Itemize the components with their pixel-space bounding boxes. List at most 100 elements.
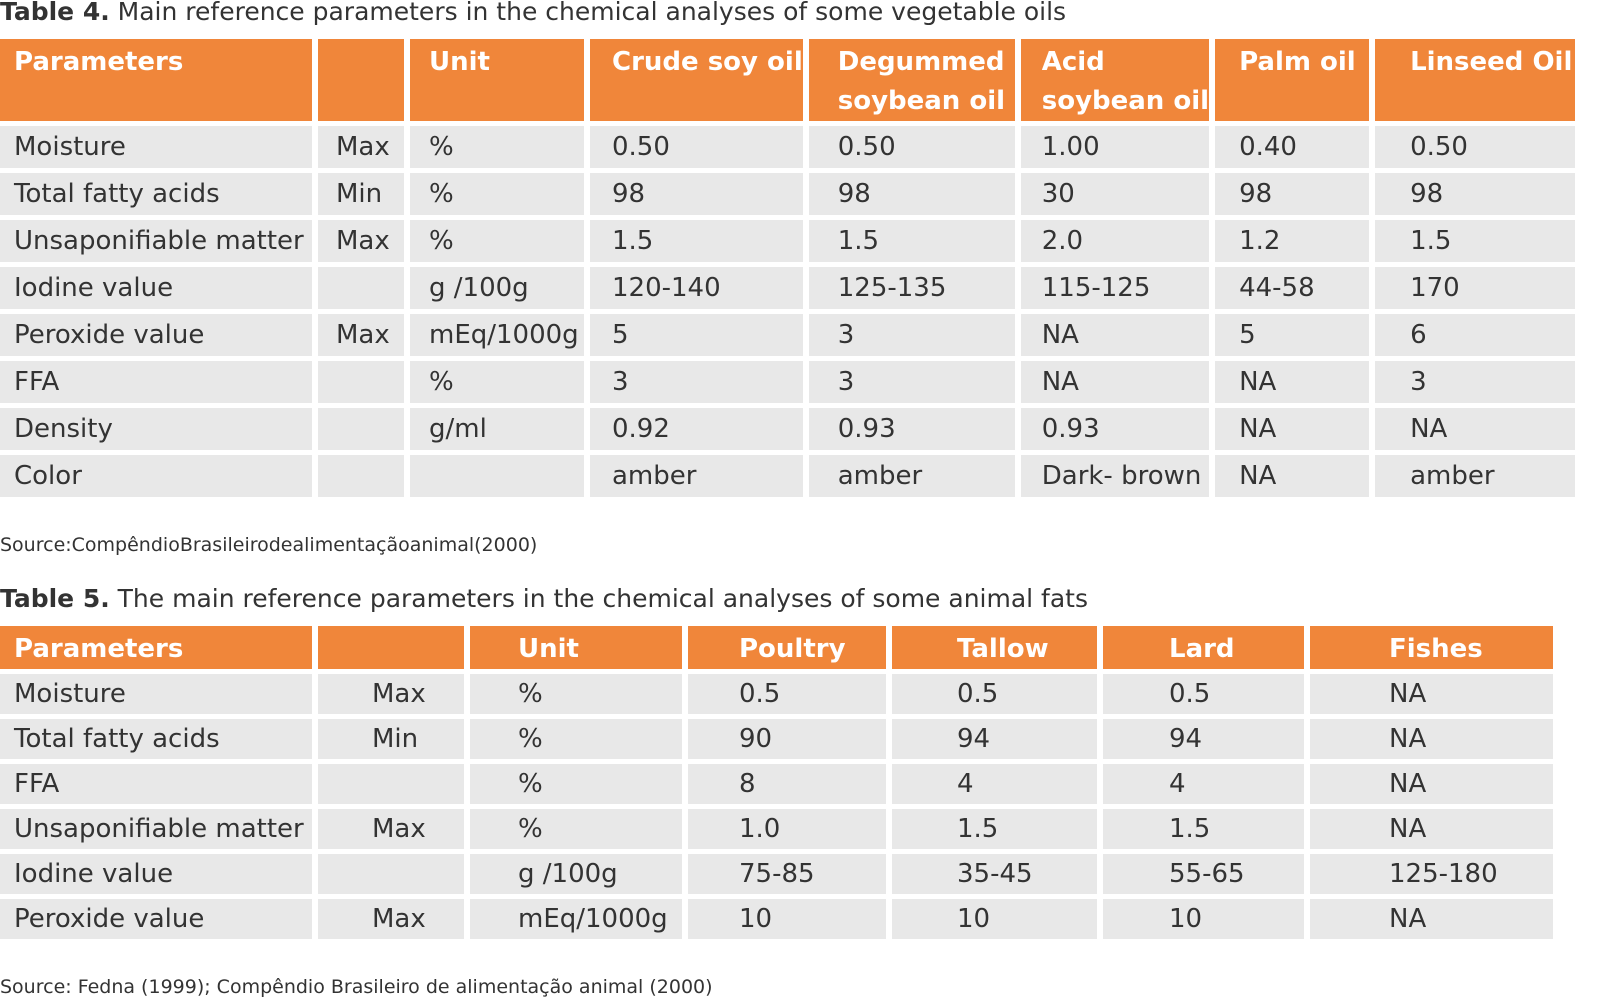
- table5-cell: 125-180: [1310, 854, 1553, 894]
- table4: Parameters Unit Crude soy oil Degummed soyb…: [0, 34, 1581, 502]
- table4-cell: 3: [808, 314, 1015, 356]
- table5-cell: 10: [1103, 899, 1304, 939]
- table4-cell: 98: [1215, 173, 1370, 215]
- table5-row: Total fatty acids Min% 90 94 94 NA: [0, 719, 1553, 759]
- table5-header-cell: [318, 626, 464, 669]
- table4-cell: 1.5: [590, 220, 803, 262]
- table4-cell: [318, 267, 404, 309]
- table4-cell: 170: [1375, 267, 1576, 309]
- table5-cell: Min: [318, 719, 464, 759]
- table4-cell: [318, 408, 404, 450]
- table5-cell: 94: [892, 719, 1097, 759]
- table5-cell: 90: [688, 719, 886, 759]
- table4-source: Source:CompêndioBrasileirodealimentaçãoa…: [0, 534, 538, 556]
- table5-cell: 1.5: [1103, 809, 1304, 849]
- table4-cell: Unsaponifiable matter: [0, 220, 312, 262]
- table4-cell: %: [410, 126, 584, 168]
- table5-cell: 0.5: [892, 674, 1097, 714]
- table5-cell: 0.5: [1103, 674, 1304, 714]
- table4-row: Unsaponifiable matter Max% 1.5 1.5 2.0 1.2 1.5: [0, 220, 1576, 262]
- table5-header-cell: Fishes: [1310, 626, 1553, 669]
- table4-cell: Max: [318, 314, 404, 356]
- table4-cell: 1.2: [1215, 220, 1370, 262]
- table5-cell: Max: [318, 899, 464, 939]
- table5-cell: %: [470, 719, 682, 759]
- table5-cell: %: [470, 809, 682, 849]
- table4-header-cell: Palm oil: [1215, 39, 1370, 121]
- table4-cell: 125-135: [808, 267, 1015, 309]
- table5-cell: 4: [892, 764, 1097, 804]
- table4-cell: 2.0: [1020, 220, 1210, 262]
- table5-header-cell: Unit: [470, 626, 682, 669]
- table4-header-row: Parameters Unit Crude soy oil Degummed soyb…: [0, 39, 1576, 121]
- table4-cell: amber: [590, 455, 803, 497]
- table4-header-cell: Parameters: [0, 39, 312, 121]
- table5-header-cell: Lard: [1103, 626, 1304, 669]
- table5-caption-label: Table 5.: [0, 584, 110, 613]
- table4-cell: 30: [1020, 173, 1210, 215]
- table5-header-cell: Tallow: [892, 626, 1097, 669]
- table4-cell: Max: [318, 126, 404, 168]
- table4-cell: Color: [0, 455, 312, 497]
- table5-cell: %: [470, 674, 682, 714]
- table4-cell: 0.93: [808, 408, 1015, 450]
- table5-cell: 0.5: [688, 674, 886, 714]
- table4-cell: 0.50: [590, 126, 803, 168]
- table5-cell: 94: [1103, 719, 1304, 759]
- table4-row: Moisture Max% 0.50 0.50 1.00 0.40 0.50: [0, 126, 1576, 168]
- table5-cell: NA: [1310, 764, 1553, 804]
- table4-cell: [318, 361, 404, 403]
- table5-caption: Table 5. The main reference parameters i…: [0, 584, 1088, 614]
- table4-cell: 120-140: [590, 267, 803, 309]
- table4-row: Peroxide value Max mEq/1000g 5 3 NA 5 6: [0, 314, 1576, 356]
- table4-row: FFA% 3 3 NA NA 3: [0, 361, 1576, 403]
- table5-header-cell: Parameters: [0, 626, 312, 669]
- table4-cell: Dark- brown: [1020, 455, 1210, 497]
- table5-cell: 10: [892, 899, 1097, 939]
- table4-cell: Iodine value: [0, 267, 312, 309]
- table5-cell: Max: [318, 674, 464, 714]
- table4-cell: %: [410, 173, 584, 215]
- table5-cell: 1.0: [688, 809, 886, 849]
- table4-cell: mEq/1000g: [410, 314, 584, 356]
- table4-cell: amber: [808, 455, 1015, 497]
- table4-cell: [318, 455, 404, 497]
- table4-cell: 44-58: [1215, 267, 1370, 309]
- table4-cell: NA: [1215, 408, 1370, 450]
- table4-cell: g/ml: [410, 408, 584, 450]
- table4-cell: 0.93: [1020, 408, 1210, 450]
- table5-cell: %: [470, 764, 682, 804]
- table4-cell: NA: [1215, 455, 1370, 497]
- table4-cell: %: [410, 220, 584, 262]
- table5-cell: [318, 854, 464, 894]
- table5-cell: Unsaponifiable matter: [0, 809, 312, 849]
- table5-caption-text: The main reference parameters in the che…: [109, 584, 1089, 613]
- table5-cell: g /100g: [470, 854, 682, 894]
- table4-header-cell: Linseed Oil: [1375, 39, 1576, 121]
- table4-cell: Peroxide value: [0, 314, 312, 356]
- table5-row: FFA% 8 4 4 NA: [0, 764, 1553, 804]
- table4-cell: [410, 455, 584, 497]
- table4-cell: 3: [590, 361, 803, 403]
- table4-cell: g /100g: [410, 267, 584, 309]
- table4-header-cell: [318, 39, 404, 121]
- table5-cell: NA: [1310, 674, 1553, 714]
- table4-cell: 1.5: [1375, 220, 1576, 262]
- table5-cell: 55-65: [1103, 854, 1304, 894]
- table4-cell: FFA: [0, 361, 312, 403]
- table5-cell: NA: [1310, 809, 1553, 849]
- table4-cell: 5: [590, 314, 803, 356]
- table5-cell: 10: [688, 899, 886, 939]
- table4-cell: %: [410, 361, 584, 403]
- table5-cell: NA: [1310, 899, 1553, 939]
- table4-cell: 1.5: [808, 220, 1015, 262]
- table5-cell: Peroxide value: [0, 899, 312, 939]
- table4-cell: 0.92: [590, 408, 803, 450]
- table4-cell: 0.50: [1375, 126, 1576, 168]
- table5-source: Source: Fedna (1999); Compêndio Brasilei…: [0, 976, 713, 998]
- table5-row: Unsaponifiable matter Max% 1.0 1.5 1.5 NA: [0, 809, 1553, 849]
- table4-caption-text: Main reference parameters in the chemica…: [109, 0, 1067, 26]
- table4-header-cell: Degummed soybean oil: [808, 39, 1015, 121]
- table5-cell: Total fatty acids: [0, 719, 312, 759]
- table4-cell: 5: [1215, 314, 1370, 356]
